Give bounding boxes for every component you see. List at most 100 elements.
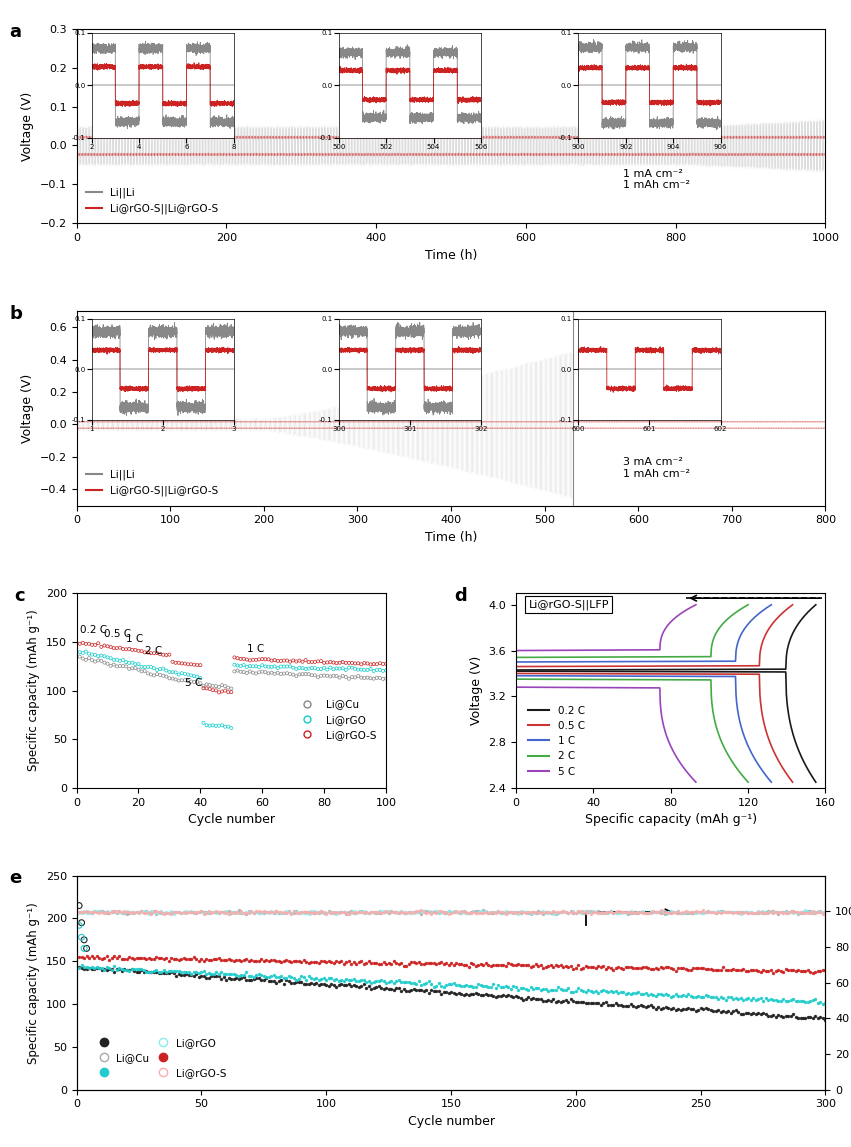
Point: [664, 1000, 677, 1019]
Point: [145, 962, 158, 981]
Point: [768, 1008, 782, 1027]
Point: [77, 903, 91, 921]
Point: [589, 959, 603, 977]
Point: [129, 903, 143, 921]
Point: [754, 963, 768, 982]
Point: [151, 665, 164, 684]
Point: [808, 904, 822, 922]
Point: [500, 977, 513, 996]
Point: [551, 992, 565, 1011]
Point: [437, 904, 450, 922]
Point: [321, 654, 334, 672]
Point: [284, 974, 298, 992]
Point: [163, 646, 176, 664]
Point: [522, 903, 535, 921]
Point: [642, 904, 655, 922]
Point: [195, 962, 208, 981]
Point: [169, 950, 183, 968]
Point: [569, 982, 583, 1000]
Point: [342, 658, 356, 677]
Point: [324, 975, 338, 993]
Point: [225, 719, 238, 738]
Point: [762, 904, 775, 922]
Point: [437, 983, 450, 1001]
Point: [152, 903, 166, 921]
Point: [168, 670, 182, 688]
Point: [781, 904, 795, 922]
Point: [292, 903, 306, 921]
Point: [631, 959, 645, 977]
Point: [80, 904, 94, 922]
Point: [89, 958, 103, 976]
Point: [751, 902, 765, 920]
Point: [169, 962, 183, 981]
Point: [724, 1004, 738, 1022]
Point: [422, 903, 436, 921]
Point: [209, 677, 223, 695]
Point: [624, 994, 637, 1013]
Point: [797, 903, 810, 921]
Point: [140, 962, 153, 981]
Point: [671, 903, 685, 921]
Point: [100, 655, 114, 673]
Point: [462, 976, 476, 994]
Point: [449, 903, 463, 921]
Point: [334, 903, 348, 921]
Point: [334, 903, 348, 921]
Point: [334, 903, 348, 921]
Point: [247, 969, 260, 988]
Point: [270, 967, 283, 985]
Point: [731, 990, 745, 1008]
Point: [591, 994, 605, 1013]
Point: [94, 638, 108, 656]
Point: [444, 954, 458, 973]
Point: [310, 969, 323, 988]
Point: [152, 949, 166, 967]
Point: [246, 657, 260, 676]
Point: [329, 977, 343, 996]
Point: [160, 949, 174, 967]
Point: [322, 969, 335, 988]
Point: [736, 991, 750, 1009]
Point: [75, 913, 89, 931]
Point: [212, 678, 226, 696]
Point: [180, 903, 193, 921]
Point: [559, 957, 573, 975]
Point: [677, 986, 690, 1005]
Point: [123, 660, 136, 678]
Point: [202, 903, 215, 921]
Point: [682, 903, 695, 921]
Point: [589, 903, 603, 921]
Point: [517, 904, 530, 922]
Point: [94, 959, 108, 977]
Point: [376, 655, 390, 673]
Point: [639, 959, 653, 977]
Point: [377, 952, 391, 970]
Point: [265, 967, 278, 985]
Point: [83, 903, 96, 921]
Point: [489, 988, 503, 1006]
Point: [492, 976, 505, 994]
Point: [88, 950, 101, 968]
Point: [94, 902, 108, 920]
Point: [244, 903, 258, 921]
Point: [517, 991, 530, 1009]
Point: [746, 904, 760, 922]
Point: [85, 904, 99, 922]
Point: [377, 903, 391, 921]
Point: [471, 955, 485, 974]
Point: [180, 965, 193, 983]
Point: [402, 903, 415, 921]
Point: [380, 670, 393, 688]
Point: [197, 677, 210, 695]
Point: [776, 962, 790, 981]
Point: [73, 643, 87, 662]
Point: [195, 967, 208, 985]
Point: [439, 903, 453, 921]
Point: [231, 662, 244, 680]
Point: [159, 662, 173, 680]
Point: [120, 905, 134, 923]
Point: [140, 902, 153, 920]
Point: [222, 965, 236, 983]
Point: [235, 952, 248, 970]
